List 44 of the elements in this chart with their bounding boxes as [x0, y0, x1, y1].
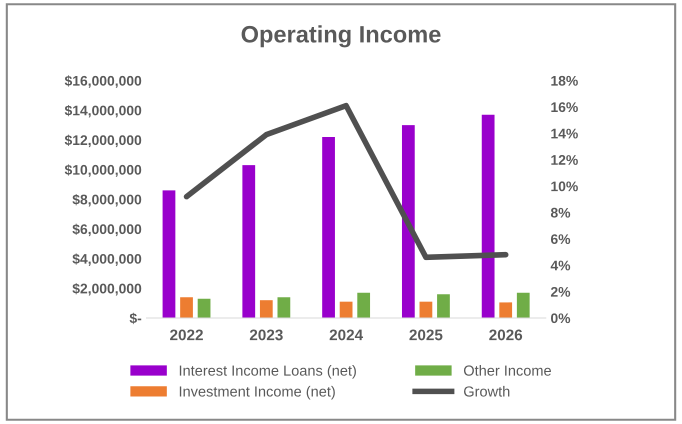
- bar: [499, 302, 512, 318]
- y-tick-label: $2,000,000: [72, 283, 142, 296]
- y2-tick-label: 6%: [550, 234, 570, 244]
- y-tick-label: $14,000,000: [64, 104, 142, 118]
- y2-tick-label: 12%: [551, 155, 578, 165]
- y2-tick-label: 4%: [550, 260, 570, 270]
- legend-label: Other Income: [464, 365, 551, 376]
- x-tick-label: 2024: [330, 330, 364, 340]
- y-tick-label: $16,000,000: [64, 75, 142, 88]
- bar: [277, 297, 290, 318]
- y2-tick-label: 8%: [550, 208, 570, 218]
- x-tick-label: 2026: [489, 330, 522, 340]
- bar: [322, 136, 335, 318]
- bar: [340, 302, 352, 318]
- x-tick-label: 2022: [170, 330, 203, 340]
- y2-tick-label: 2%: [550, 286, 570, 297]
- legend-label: Interest Income Loans (net): [180, 365, 356, 379]
- bar: [242, 165, 256, 318]
- y2-tick-label: 18%: [551, 76, 578, 86]
- bar: [198, 298, 210, 318]
- y2-tick-label: 10%: [551, 181, 578, 192]
- bar: [402, 125, 415, 318]
- bar: [482, 114, 495, 318]
- bar: [260, 300, 273, 318]
- y-tick-label: $-: [130, 312, 142, 324]
- y-tick-label: $10,000,000: [64, 164, 142, 177]
- y-tick-label: $8,000,000: [72, 194, 142, 206]
- y2-tick-label: 16%: [551, 102, 578, 112]
- bar: [162, 190, 176, 318]
- y-tick-label: $12,000,000: [64, 134, 142, 148]
- legend-label: Growth: [464, 386, 510, 397]
- bar: [180, 297, 193, 318]
- legend-label: Investment Income (net): [180, 386, 335, 400]
- x-tick-label: 2025: [409, 330, 442, 340]
- y-tick-label: $6,000,000: [72, 224, 142, 236]
- y-tick-label: $4,000,000: [72, 253, 142, 266]
- chart-title: Operating Income: [242, 25, 441, 48]
- bar: [420, 302, 432, 318]
- x-tick-label: 2023: [250, 330, 283, 340]
- y2-tick-label: 0%: [551, 313, 570, 324]
- bar: [516, 292, 530, 318]
- bar: [357, 292, 370, 318]
- y2-tick-label: 14%: [551, 128, 578, 138]
- bar: [437, 294, 450, 318]
